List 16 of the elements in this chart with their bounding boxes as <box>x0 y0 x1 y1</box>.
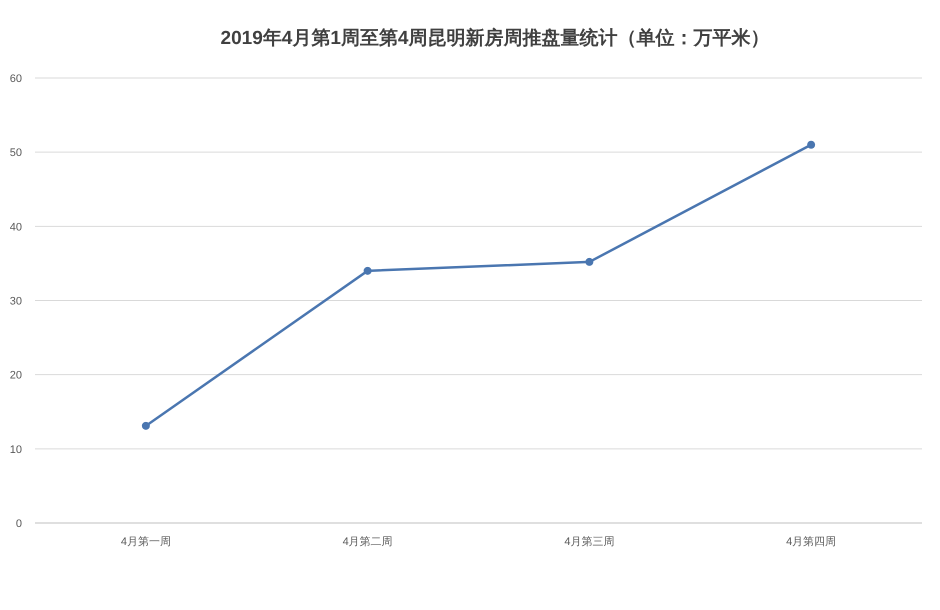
x-tick-label: 4月第二周 <box>342 536 393 548</box>
x-tick-label: 4月第一周 <box>120 536 171 548</box>
point <box>364 266 372 275</box>
y-tick-label: 0 <box>16 518 22 530</box>
y-tick-label: 30 <box>10 296 22 308</box>
y-tick-label: 60 <box>10 73 22 85</box>
y-tick-label: 10 <box>10 444 22 456</box>
point <box>585 258 594 266</box>
y-tick-label: 40 <box>10 221 22 234</box>
x-tick-label: 4月第三周 <box>564 536 614 548</box>
y-tick-label: 20 <box>10 370 22 382</box>
point <box>142 422 150 430</box>
chart-title: 2019年4月第1周至第4周昆明新房周推盘量统计（单位：万平米） <box>220 27 770 49</box>
y-tick-label: 50 <box>10 147 22 160</box>
point <box>807 140 816 149</box>
x-tick-label: 4月第四周 <box>786 536 836 548</box>
